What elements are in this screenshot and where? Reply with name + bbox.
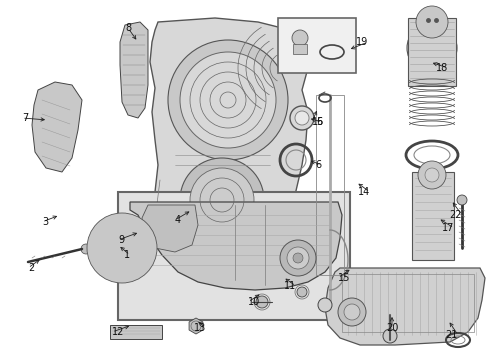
Text: 20: 20 [385, 323, 397, 333]
Circle shape [168, 40, 287, 160]
Text: 12: 12 [112, 327, 124, 337]
Text: 18: 18 [435, 63, 447, 73]
Circle shape [102, 228, 142, 268]
Text: 17: 17 [441, 223, 453, 233]
Text: 11: 11 [283, 281, 295, 291]
Text: 8: 8 [124, 23, 131, 33]
Text: 15: 15 [337, 273, 350, 283]
Text: 2: 2 [28, 263, 34, 273]
Text: 13: 13 [193, 323, 205, 333]
Bar [110, 325, 162, 339]
Bar [407, 18, 455, 86]
Circle shape [94, 220, 150, 276]
Circle shape [456, 195, 466, 205]
Text: 3: 3 [42, 217, 48, 227]
Circle shape [406, 23, 456, 73]
Polygon shape [189, 318, 203, 334]
Circle shape [296, 287, 306, 297]
Text: 10: 10 [247, 297, 260, 307]
Bar [278, 18, 355, 73]
Circle shape [415, 6, 447, 38]
Circle shape [286, 247, 308, 269]
Bar [118, 192, 349, 320]
Circle shape [190, 168, 253, 232]
Bar [315, 95, 343, 275]
Circle shape [87, 213, 157, 283]
Polygon shape [130, 202, 341, 290]
Text: 6: 6 [315, 160, 321, 170]
Text: 4: 4 [175, 215, 181, 225]
Circle shape [280, 240, 315, 276]
Circle shape [343, 304, 359, 320]
Bar [341, 274, 473, 332]
Circle shape [291, 30, 307, 46]
Polygon shape [325, 268, 484, 345]
Text: 14: 14 [357, 187, 369, 197]
Circle shape [337, 298, 365, 326]
Circle shape [417, 161, 445, 189]
Text: 5: 5 [315, 117, 321, 127]
Circle shape [292, 253, 303, 263]
Circle shape [317, 298, 331, 312]
Polygon shape [120, 22, 148, 118]
Text: 9: 9 [118, 235, 124, 245]
Bar [411, 172, 453, 260]
Circle shape [256, 296, 267, 308]
Text: 19: 19 [355, 37, 367, 47]
Bar [292, 44, 306, 54]
Text: 1: 1 [123, 250, 130, 260]
Circle shape [180, 158, 264, 242]
Polygon shape [142, 205, 198, 252]
Circle shape [112, 238, 132, 258]
Circle shape [81, 244, 91, 254]
Text: 16: 16 [311, 117, 324, 127]
Circle shape [289, 106, 313, 130]
Text: 22: 22 [448, 210, 461, 220]
Polygon shape [202, 268, 247, 295]
Polygon shape [150, 18, 307, 272]
Circle shape [424, 168, 438, 182]
Circle shape [180, 52, 275, 148]
Circle shape [294, 111, 308, 125]
Polygon shape [32, 82, 82, 172]
Circle shape [382, 329, 396, 343]
Text: 21: 21 [445, 330, 457, 340]
Text: 7: 7 [22, 113, 28, 123]
